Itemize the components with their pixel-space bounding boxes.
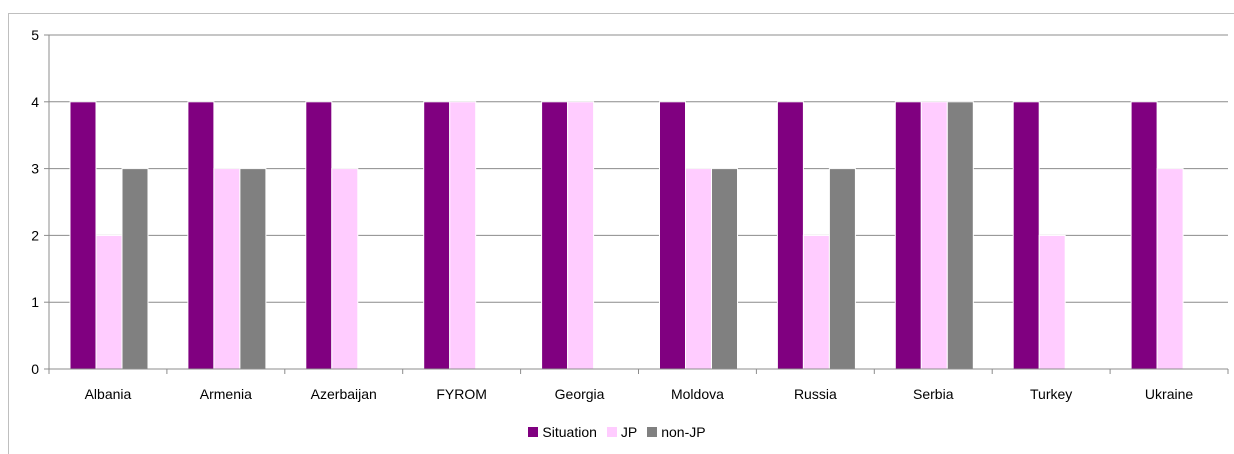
bar-jp-serbia bbox=[920, 101, 948, 370]
bar-jp-russia bbox=[802, 234, 830, 370]
bar-non-jp-albania bbox=[121, 168, 149, 370]
x-tick-label: Georgia bbox=[555, 386, 605, 402]
x-tick-label: Azerbaijan bbox=[311, 386, 377, 402]
x-tick-label: Armenia bbox=[200, 386, 252, 402]
x-tick-label: Ukraine bbox=[1145, 386, 1193, 402]
x-tick-label: Serbia bbox=[913, 386, 954, 402]
legend-swatch bbox=[647, 427, 658, 437]
bar-jp-ukraine bbox=[1156, 168, 1184, 370]
bar-situation-moldova bbox=[659, 101, 686, 370]
x-tick-label: FYROM bbox=[436, 386, 487, 402]
legend: Situation JP non-JP bbox=[0, 424, 1234, 440]
legend-label: non-JP bbox=[661, 424, 706, 440]
bars bbox=[69, 101, 1184, 370]
legend-swatch bbox=[606, 427, 617, 437]
bar-jp-armenia bbox=[213, 168, 241, 370]
y-tick-label: 0 bbox=[31, 361, 39, 377]
legend-item: non-JP bbox=[647, 424, 706, 440]
bar-jp-moldova bbox=[685, 168, 712, 370]
legend-swatch bbox=[528, 427, 539, 437]
bar-situation-turkey bbox=[1012, 101, 1040, 370]
bar-jp-azerbaijan bbox=[331, 168, 359, 370]
x-axis-ticks: Albania Armenia Azerbaijan FYROM Georgia Mold… bbox=[48, 369, 1229, 402]
bar-situation-serbia bbox=[894, 101, 922, 370]
bar-jp-georgia bbox=[567, 101, 595, 370]
legend-item: JP bbox=[606, 424, 638, 440]
bar-jp-turkey bbox=[1038, 234, 1066, 370]
x-tick-label: Albania bbox=[85, 386, 132, 402]
bar-chart: 0 1 2 3 4 5 Albania Armenia Azerbaijan FYROM Geor… bbox=[31, 27, 1229, 402]
bar-non-jp-moldova bbox=[711, 168, 738, 370]
bar-situation-azerbaijan bbox=[305, 101, 333, 370]
y-tick-label: 3 bbox=[31, 161, 39, 177]
legend-label: Situation bbox=[542, 424, 597, 440]
bar-situation-fyrom bbox=[423, 101, 451, 370]
bar-situation-russia bbox=[776, 101, 804, 370]
y-tick-label: 4 bbox=[31, 94, 39, 110]
bar-situation-georgia bbox=[541, 101, 569, 370]
bar-jp-albania bbox=[95, 234, 123, 370]
y-axis-ticks: 0 1 2 3 4 5 bbox=[31, 27, 50, 377]
x-tick-label: Turkey bbox=[1030, 386, 1072, 402]
bar-situation-albania bbox=[69, 101, 97, 370]
bar-situation-armenia bbox=[187, 101, 215, 370]
legend-label: JP bbox=[620, 424, 638, 440]
y-tick-label: 2 bbox=[31, 227, 39, 243]
chart-frame bbox=[8, 13, 1234, 454]
x-tick-label: Russia bbox=[794, 386, 837, 402]
x-tick-label: Moldova bbox=[671, 386, 724, 402]
bar-jp-fyrom bbox=[449, 101, 477, 370]
bar-non-jp-armenia bbox=[239, 168, 267, 370]
bar-non-jp-russia bbox=[828, 168, 856, 370]
y-tick-label: 5 bbox=[31, 27, 39, 43]
bar-non-jp-serbia bbox=[946, 101, 974, 370]
y-tick-label: 1 bbox=[31, 294, 39, 310]
bar-situation-ukraine bbox=[1130, 101, 1158, 370]
legend-item: Situation bbox=[528, 424, 597, 440]
